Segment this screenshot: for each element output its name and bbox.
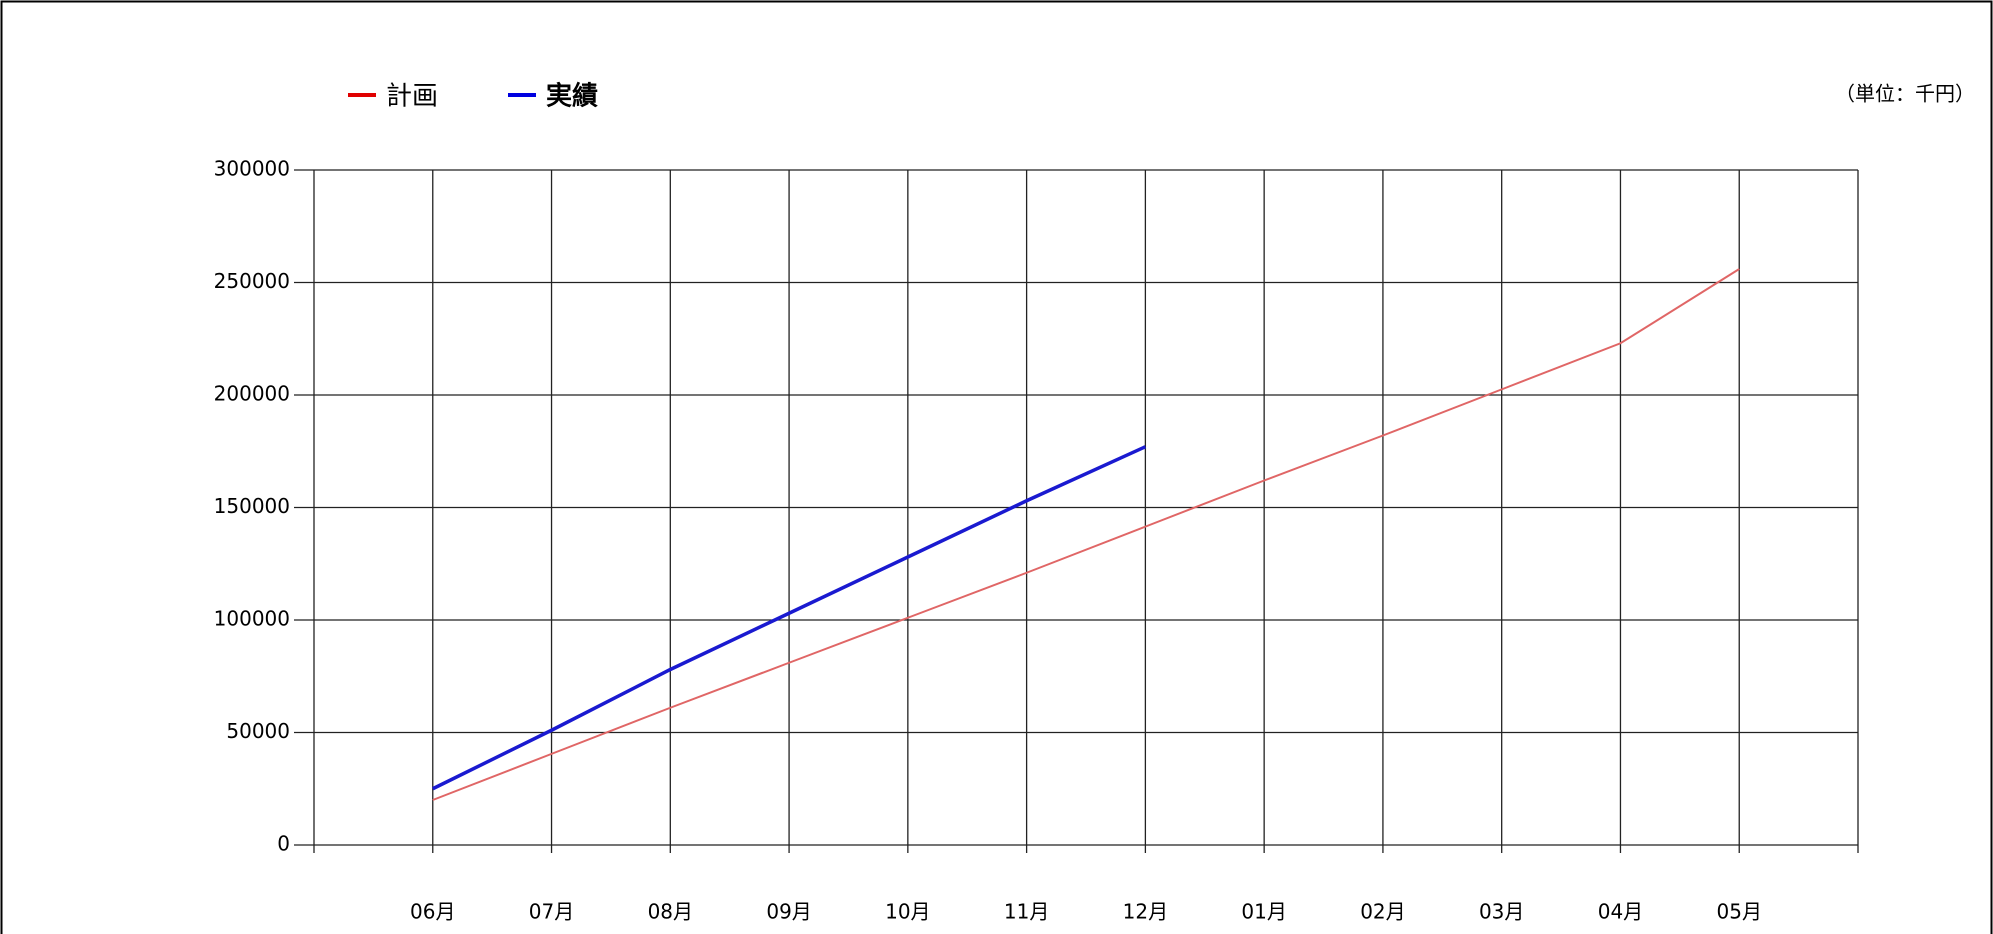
x-tick-label: 01月 [1241,900,1286,924]
x-tick-label: 06月 [410,900,455,924]
line-series [432,268,1740,801]
unit-label: （単位：千円） [1835,82,1975,106]
x-tick-label: 11月 [1004,900,1049,924]
y-tick-label: 100000 [214,607,290,631]
x-tick-label: 05月 [1717,900,1762,924]
line-series [431,445,1147,791]
y-tick-label: 300000 [214,157,290,181]
x-tick-label: 04月 [1598,900,1643,924]
y-tick-label: 250000 [214,269,290,293]
x-tick-label: 09月 [766,900,811,924]
x-tick-label: 02月 [1360,900,1405,924]
y-tick-label: 200000 [214,382,290,406]
x-tick-label: 12月 [1123,900,1168,924]
y-tick-label: 0 [277,832,290,856]
x-tick-label: 03月 [1479,900,1524,924]
x-tick-label: 08月 [648,900,693,924]
x-tick-label: 10月 [885,900,930,924]
y-tick-label: 50000 [226,719,290,743]
y-tick-label: 150000 [214,494,290,518]
x-tick-label: 07月 [529,900,574,924]
legend-label: 計画 [386,82,438,112]
legend-label: 実績 [546,81,598,112]
